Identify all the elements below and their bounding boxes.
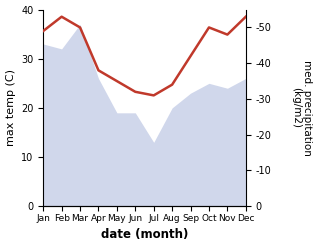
Y-axis label: max temp (C): max temp (C) [5, 69, 16, 146]
Y-axis label: med. precipitation
(kg/m2): med. precipitation (kg/m2) [291, 60, 313, 156]
X-axis label: date (month): date (month) [101, 228, 188, 242]
